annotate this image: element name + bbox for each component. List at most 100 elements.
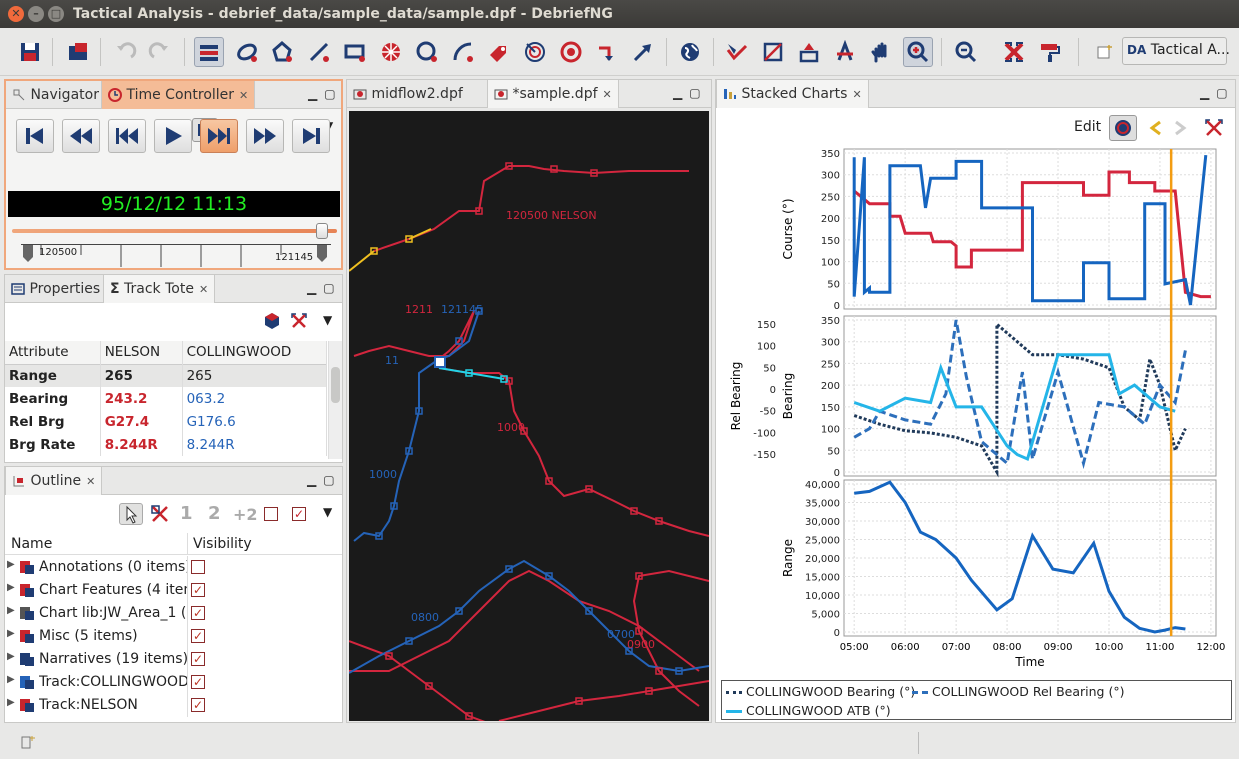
time-slider-thumb[interactable] [315, 223, 328, 239]
auto-scale-icon[interactable] [290, 312, 308, 334]
legend-item-atb[interactable]: COLLINGWOOD ATB (°) [726, 703, 891, 718]
drag-segment-icon[interactable] [794, 37, 824, 67]
step-back-button[interactable] [108, 119, 146, 153]
undo-zoom-icon[interactable] [1144, 118, 1164, 142]
column-header-nelson[interactable]: NELSON [100, 341, 183, 364]
cube-icon[interactable] [263, 312, 281, 334]
label-tool-icon[interactable] [484, 37, 514, 67]
save-icon[interactable] [15, 37, 45, 67]
column-header-collingwood[interactable]: COLLINGWOOD [182, 341, 328, 364]
play-button[interactable] [154, 119, 192, 153]
redo-icon[interactable] [145, 37, 175, 67]
line-tool-icon[interactable] [304, 37, 334, 67]
close-tab-icon[interactable]: ✕ [852, 88, 862, 101]
range-end-marker-icon[interactable] [315, 243, 331, 263]
tab-navigator[interactable]: Navigator [6, 81, 105, 109]
minimize-window-button[interactable]: – [28, 6, 44, 22]
close-tab-icon[interactable]: ✕ [86, 475, 96, 488]
minimize-maximize-icon[interactable]: ▁▢ [307, 473, 342, 487]
close-tab-icon[interactable]: ✕ [602, 88, 612, 101]
move-to-bottom-icon[interactable]: +2 [233, 505, 258, 524]
tab-stacked-charts[interactable]: Stacked Charts ✕ [716, 80, 869, 108]
stacked-charts-canvas[interactable]: 350 300 250 200 150 100 50 0 Course (°) 350 300 250… [716, 146, 1235, 676]
time-range-ruler[interactable]: 120500 121145 [21, 244, 331, 268]
visibility-checkbox[interactable]: ✓ [191, 583, 205, 597]
outline-item[interactable]: ▶ Misc (5 items) ✓ [5, 625, 342, 648]
circle-tool-icon[interactable] [412, 37, 442, 67]
vector-tool-icon[interactable] [592, 37, 622, 67]
range-rings-icon[interactable] [520, 37, 550, 67]
visibility-checkbox[interactable]: ✓ [191, 652, 205, 666]
tactical-plot-canvas[interactable]: 120500 NELSON 121145 1211 11 1000 1000 0… [349, 111, 709, 721]
layers-icon[interactable] [194, 37, 224, 67]
tab-properties[interactable]: Properties [5, 275, 106, 303]
arrow-tool-icon[interactable] [628, 37, 658, 67]
fit-charts-icon[interactable] [1204, 118, 1224, 142]
select-pointer-icon[interactable] [119, 503, 143, 525]
globe-icon[interactable] [675, 37, 705, 67]
step-forward-button[interactable] [200, 119, 238, 153]
arc-tool-icon[interactable] [448, 37, 478, 67]
time-sync-icon[interactable] [1109, 115, 1137, 141]
outline-item[interactable]: ▶ Track:COLLINGWOOD ✓ [5, 671, 342, 694]
paint-roller-icon[interactable] [1035, 37, 1065, 67]
outline-item[interactable]: ▶ Narratives (19 items) ✓ [5, 648, 342, 671]
outline-item[interactable]: ▶ Chart Features (4 items) ✓ [5, 579, 342, 602]
expand-arrow-icon[interactable]: ▶ [7, 605, 15, 616]
column-header-name[interactable]: Name [11, 536, 53, 552]
tab-midflow2[interactable]: midflow2.dpf [347, 80, 469, 108]
visibility-checkbox[interactable]: ✓ [191, 675, 205, 689]
undo-icon[interactable] [110, 37, 140, 67]
view-menu-chevron-icon[interactable]: ▼ [323, 505, 333, 519]
outline-item[interactable]: ▶ Track:NELSON ✓ [5, 694, 342, 717]
expand-arrow-icon[interactable]: ▶ [7, 559, 15, 570]
step-forward-large-button[interactable] [246, 119, 284, 153]
hide-all-icon[interactable] [264, 507, 278, 521]
fit-to-window-icon[interactable] [999, 37, 1029, 67]
show-all-icon[interactable]: ✓ [292, 507, 306, 521]
edit-button[interactable]: Edit [1074, 119, 1102, 135]
zoom-in-icon[interactable] [903, 37, 933, 67]
column-header-visibility[interactable]: Visibility [193, 536, 252, 552]
target-icon[interactable] [556, 37, 586, 67]
pan-hand-icon[interactable] [866, 37, 896, 67]
rectangle-tool-icon[interactable] [340, 37, 370, 67]
minimize-maximize-icon[interactable]: ▁▢ [308, 87, 343, 101]
minimize-maximize-icon[interactable]: ▁▢ [1200, 86, 1235, 100]
visibility-checkbox[interactable]: ✓ [191, 606, 205, 620]
track-tote-scrollbar[interactable] [328, 341, 342, 459]
legend-item-bearing[interactable]: COLLINGWOOD Bearing (°) [726, 684, 915, 699]
time-slider-track[interactable] [12, 229, 337, 233]
move-up-icon[interactable]: 1 [180, 503, 193, 524]
current-position-marker[interactable] [434, 356, 446, 368]
close-tab-icon[interactable]: ✕ [239, 89, 249, 102]
redo-zoom-icon[interactable] [1172, 118, 1192, 142]
legend-item-rel-bearing[interactable]: COLLINGWOOD Rel Bearing (°) [912, 684, 1124, 699]
close-window-button[interactable]: ✕ [8, 6, 24, 22]
measure-icon[interactable] [830, 37, 860, 67]
select-track-icon[interactable] [722, 37, 752, 67]
expand-arrow-icon[interactable]: ▶ [7, 697, 15, 708]
tab-track-tote[interactable]: Σ Track Tote ✕ [103, 275, 216, 303]
link-icon[interactable] [150, 504, 170, 528]
outline-item[interactable]: ▶ Annotations (0 items) [5, 556, 342, 579]
expand-arrow-icon[interactable]: ▶ [7, 651, 15, 662]
open-perspective-icon[interactable] [1090, 37, 1120, 67]
outline-item[interactable]: ▶ Chart lib:JW_Area_1 (✓ [5, 602, 342, 625]
area-select-icon[interactable] [758, 37, 788, 67]
grid-tool-icon[interactable] [376, 37, 406, 67]
visibility-checkbox[interactable] [191, 560, 205, 574]
tab-time-controller[interactable]: Time Controller ✕ [101, 81, 256, 109]
step-back-large-button[interactable] [62, 119, 100, 153]
maximize-window-button[interactable]: □ [48, 6, 64, 22]
ellipse-tool-icon[interactable] [232, 37, 262, 67]
expand-arrow-icon[interactable]: ▶ [7, 674, 15, 685]
minimize-maximize-icon[interactable]: ▁▢ [307, 281, 342, 295]
minimize-maximize-icon[interactable]: ▁▢ [673, 86, 708, 100]
zoom-out-icon[interactable] [951, 37, 981, 67]
column-header-attribute[interactable]: Attribute [5, 341, 101, 364]
range-start-marker-icon[interactable] [21, 243, 37, 263]
fast-view-icon[interactable] [20, 734, 36, 754]
view-menu-chevron-icon[interactable]: ▼ [323, 313, 333, 327]
tab-outline[interactable]: Outline ✕ [5, 467, 103, 495]
